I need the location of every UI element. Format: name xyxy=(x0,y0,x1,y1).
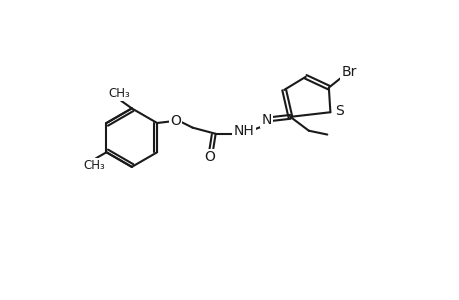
Text: O: O xyxy=(170,115,181,128)
Text: CH₃: CH₃ xyxy=(83,159,105,172)
Text: CH₃: CH₃ xyxy=(108,87,130,100)
Text: Br: Br xyxy=(341,65,356,79)
Text: NH: NH xyxy=(233,124,254,139)
Text: O: O xyxy=(204,150,214,164)
Text: S: S xyxy=(335,104,343,118)
Text: N: N xyxy=(261,113,271,127)
